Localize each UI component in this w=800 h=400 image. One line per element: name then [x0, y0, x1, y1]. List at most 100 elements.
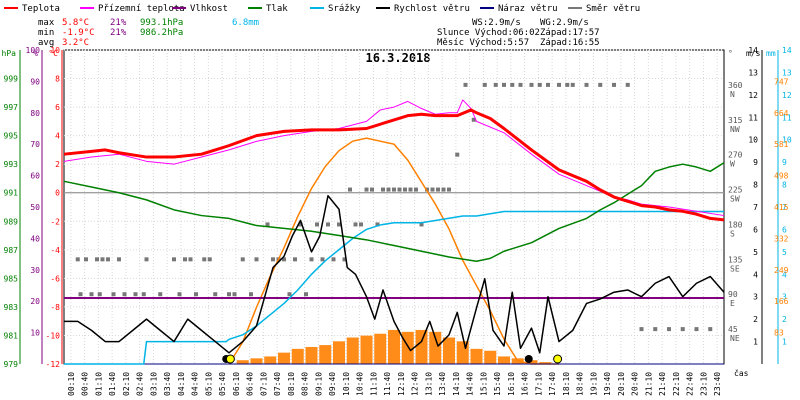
- wind-dir-point: [172, 257, 176, 262]
- x-tick-label: 04:10: [177, 372, 186, 396]
- wind-dir-point: [598, 82, 603, 87]
- tick-label-ms: 3: [753, 293, 758, 302]
- x-tick-label: 11:40: [383, 372, 392, 396]
- x-tick-label: 19:40: [603, 372, 612, 396]
- tick-label-degc: -8: [50, 303, 60, 312]
- sunset-marker: [553, 354, 563, 364]
- wind-dir-point: [75, 257, 80, 262]
- solar-bar: [346, 337, 359, 364]
- wind-dir-point: [282, 257, 286, 262]
- wind-dir-point: [89, 292, 94, 297]
- wind-dir-point: [271, 257, 275, 262]
- x-tick-label: 14:10: [452, 372, 461, 396]
- legend-label: Tlak: [266, 4, 288, 14]
- stat-max-hum: 21%: [110, 18, 127, 28]
- moonset-info: Západ:16:55: [540, 38, 600, 48]
- wind-dir-point: [510, 82, 515, 87]
- x-tick-label: 18:40: [576, 372, 585, 396]
- legend: Teplota Přízemní teplota Vlhkost Tlak Srážky…: [4, 4, 640, 14]
- wind-dir-point: [342, 257, 347, 262]
- x-tick-label: 20:40: [631, 372, 640, 396]
- wind-dir-point: [639, 327, 644, 332]
- solar-bar: [539, 362, 552, 364]
- wind-dir-point: [392, 187, 396, 192]
- solar-bar: [525, 360, 538, 364]
- wind-dir-point: [78, 292, 83, 297]
- wind-dir-point: [414, 187, 418, 192]
- x-tick-label: 21:40: [658, 372, 667, 396]
- axis-label-dir: °: [728, 49, 733, 58]
- tick-label-hpa: 993: [4, 160, 19, 169]
- wind-dir-point: [353, 222, 358, 227]
- x-axis: 00:10 00:40 01:10 01:40 02:10 02:40 03:10 03:40…: [67, 372, 722, 396]
- solar-bar: [236, 360, 249, 364]
- wind-dir-point: [370, 187, 374, 192]
- wind-dir-point: [482, 82, 487, 87]
- tick-label-degc: -12: [46, 360, 61, 369]
- tick-label-ms: 6: [753, 225, 758, 234]
- chart-title: 16.3.2018: [365, 51, 430, 65]
- x-tick-label: 16:40: [521, 372, 530, 396]
- tick-label-mm: 5: [782, 248, 787, 257]
- legend-label: Náraz větru: [498, 4, 558, 14]
- plot-area: [63, 49, 725, 365]
- wind-dir-point: [557, 82, 561, 87]
- tick-label-wm2: 415: [774, 203, 789, 212]
- moonset-marker: [524, 355, 533, 363]
- x-tick-label: 00:40: [81, 372, 90, 396]
- stat-min-label: min: [38, 28, 54, 38]
- stat-avg-label: avg: [38, 38, 54, 48]
- tick-label-degc: -2: [50, 217, 60, 226]
- wind-dir-point: [337, 222, 341, 227]
- tick-label-mm: 14: [782, 46, 792, 55]
- tick-label-ms: 2: [753, 315, 758, 324]
- tick-label-dir: 180: [728, 220, 743, 229]
- wind-dir-point: [133, 292, 138, 297]
- tick-label-dir-name: N: [730, 90, 735, 99]
- tick-label-dir: 360: [728, 81, 743, 90]
- x-tick-label: 08:10: [287, 372, 296, 396]
- tick-label-hpa: 985: [4, 274, 19, 283]
- wind-dir-point: [537, 82, 542, 87]
- x-tick-label: 08:40: [301, 372, 310, 396]
- legend-label: Vlhkost: [190, 4, 228, 14]
- solar-bar: [415, 329, 428, 364]
- tick-label-pct: 80: [30, 109, 40, 118]
- series-line-teplota: [63, 108, 725, 222]
- tick-label-ms: 5: [753, 248, 758, 257]
- wind-dir-point: [381, 187, 385, 192]
- x-tick-label: 11:10: [369, 372, 378, 396]
- tick-label-dir-name: E: [730, 299, 735, 308]
- wind-dir-point: [331, 257, 336, 262]
- wind-dir-point: [403, 187, 407, 192]
- tick-label-pct: 70: [30, 140, 40, 149]
- tick-label-degc: 0: [55, 189, 60, 198]
- wind-dir-point: [304, 292, 308, 297]
- tick-label-pct: 60: [30, 172, 40, 181]
- tick-label-ms: 9: [753, 158, 758, 167]
- x-tick-label: 16:10: [507, 372, 516, 396]
- wind-dir-point: [100, 257, 105, 262]
- tick-label-hpa: 983: [4, 303, 19, 312]
- solar-bar: [484, 350, 497, 364]
- wind-dir-point: [364, 187, 369, 192]
- tick-label-degc: -10: [46, 331, 61, 340]
- tick-label-pct: 100: [26, 46, 41, 55]
- x-tick-label: 20:10: [617, 372, 626, 396]
- left-axes: hPa 979 981 983 985 987 989 991 993 995 997 999% 10 2…: [2, 46, 63, 369]
- tick-label-ms: 1: [753, 338, 758, 347]
- wind-gust-info: WG:2.9m/s: [540, 18, 589, 28]
- wind-dir-point: [680, 327, 685, 332]
- wind-dir-point: [194, 292, 198, 297]
- x-tick-label: 10:10: [342, 372, 351, 396]
- x-tick-label: 00:10: [67, 372, 76, 396]
- sunrise-marker: [225, 354, 235, 364]
- tick-label-ms: 11: [748, 113, 758, 122]
- stat-max-temp: 5.8°C: [62, 18, 89, 28]
- wind-dir-point: [117, 257, 121, 262]
- tick-label-hpa: 981: [4, 331, 19, 340]
- solar-bar: [319, 345, 332, 364]
- wind-dir-point: [240, 257, 245, 262]
- wind-dir-point: [518, 82, 523, 87]
- tick-label-pct: 40: [30, 234, 40, 243]
